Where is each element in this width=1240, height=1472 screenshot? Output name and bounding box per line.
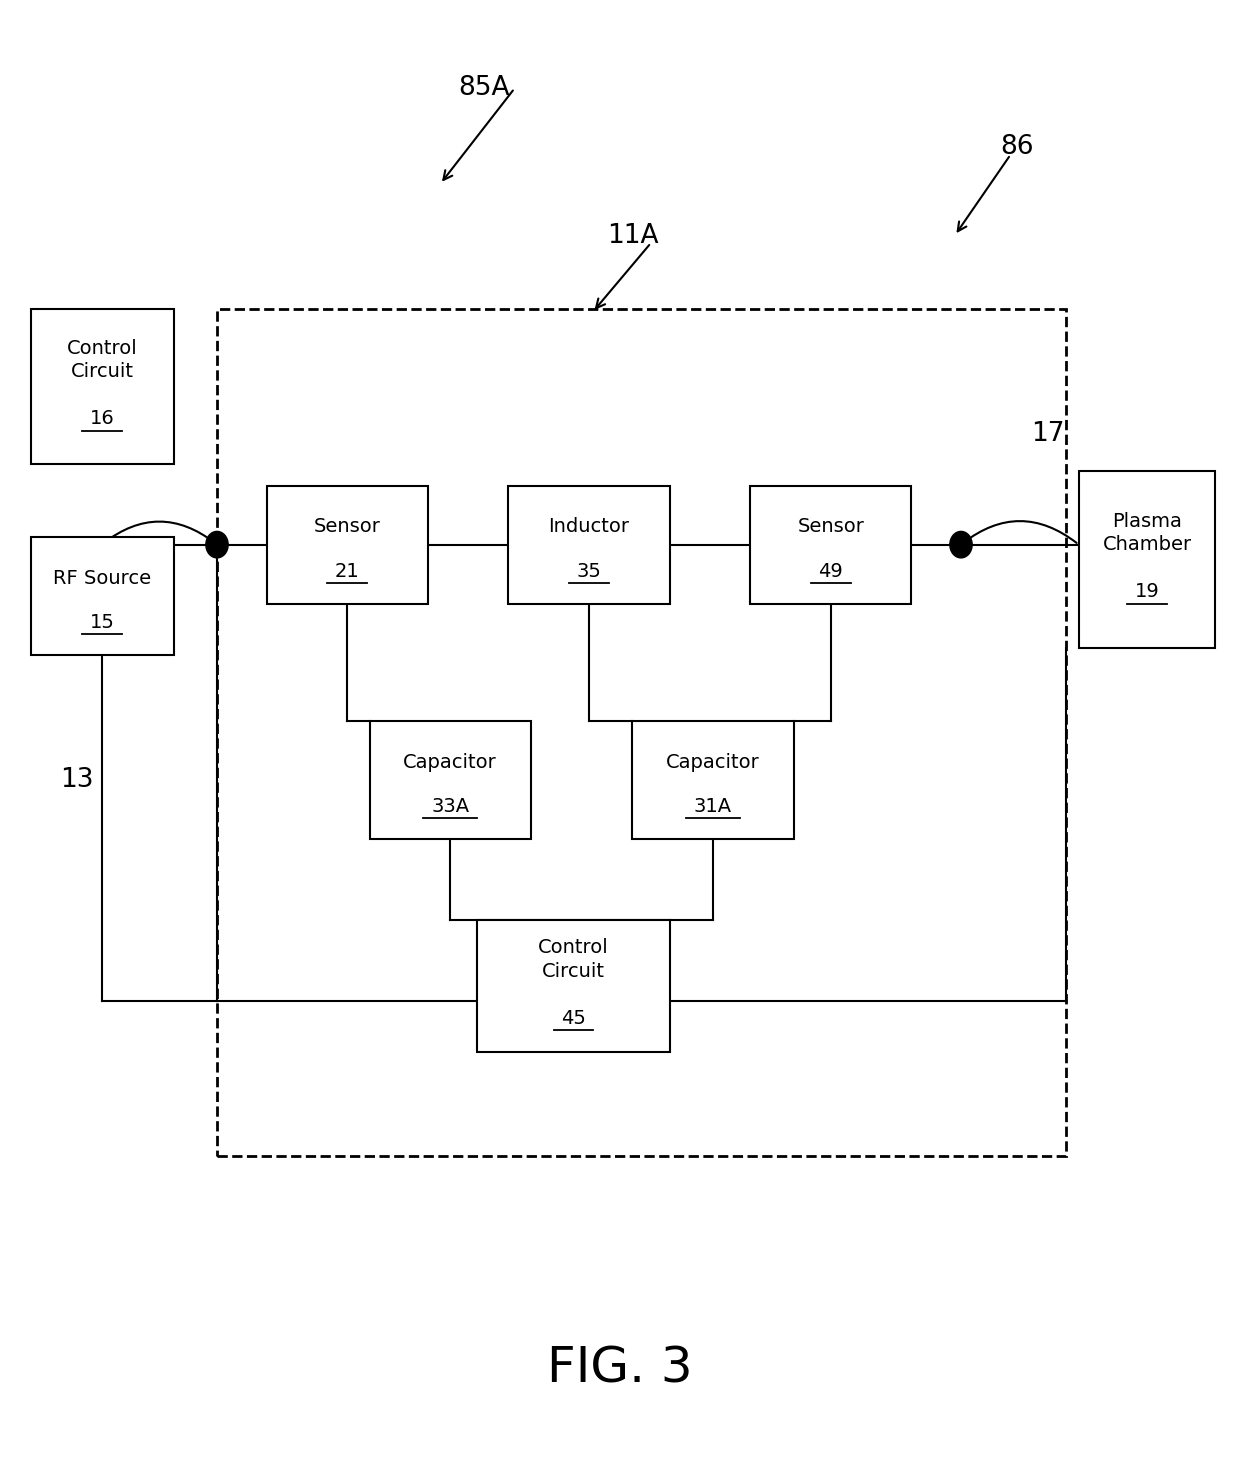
Text: Control
Circuit: Control Circuit xyxy=(538,939,609,980)
Bar xyxy=(1079,471,1215,648)
Text: Sensor: Sensor xyxy=(797,518,864,536)
Text: 31A: 31A xyxy=(694,798,732,815)
Text: 49: 49 xyxy=(818,562,843,580)
Text: 13: 13 xyxy=(60,767,94,793)
Bar xyxy=(370,721,531,839)
Text: 45: 45 xyxy=(560,1010,587,1027)
Text: 85A: 85A xyxy=(458,75,510,102)
Circle shape xyxy=(950,531,972,558)
Bar xyxy=(217,309,1066,1156)
Text: Plasma
Chamber: Plasma Chamber xyxy=(1102,512,1192,553)
Bar xyxy=(508,486,670,604)
Text: Control
Circuit: Control Circuit xyxy=(67,339,138,381)
Text: 17: 17 xyxy=(1030,421,1065,447)
Text: Capacitor: Capacitor xyxy=(403,754,497,771)
Circle shape xyxy=(206,531,228,558)
Text: 35: 35 xyxy=(577,562,601,580)
Text: 33A: 33A xyxy=(432,798,469,815)
Text: 21: 21 xyxy=(335,562,360,580)
Text: 19: 19 xyxy=(1135,583,1159,601)
Bar xyxy=(31,537,174,655)
Text: 11A: 11A xyxy=(606,222,658,249)
Bar xyxy=(632,721,794,839)
Bar xyxy=(31,309,174,464)
Bar xyxy=(267,486,428,604)
Text: 15: 15 xyxy=(89,614,115,631)
Bar xyxy=(750,486,911,604)
Text: RF Source: RF Source xyxy=(53,570,151,587)
Text: 86: 86 xyxy=(999,134,1034,160)
Text: 16: 16 xyxy=(91,409,114,428)
Bar xyxy=(477,920,670,1052)
Text: FIG. 3: FIG. 3 xyxy=(547,1345,693,1393)
Text: Inductor: Inductor xyxy=(548,518,630,536)
Text: Capacitor: Capacitor xyxy=(666,754,760,771)
Text: Sensor: Sensor xyxy=(314,518,381,536)
